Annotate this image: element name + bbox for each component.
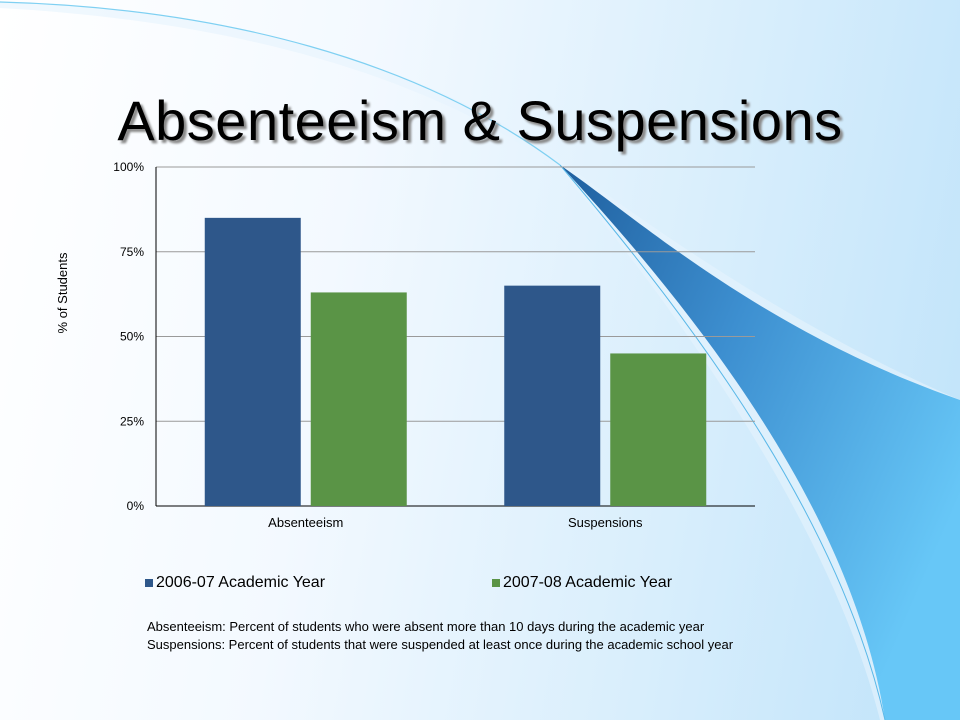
legend-label-series-0: 2006-07 Academic Year xyxy=(156,574,326,591)
x-tick-labels: Absenteeism Suspensions xyxy=(268,515,643,530)
note-suspensions: Suspensions: Percent of students that we… xyxy=(147,637,734,652)
x-tick-label-absenteeism: Absenteeism xyxy=(268,515,343,530)
y-tick-label: 75% xyxy=(120,245,144,259)
bar-absenteeism-series-0 xyxy=(204,217,301,506)
bar-absenteeism-series-1 xyxy=(310,292,407,506)
legend-item-series-1: 2007-08 Academic Year xyxy=(492,574,672,592)
y-tick-label: 0% xyxy=(127,499,145,513)
page-title: Absenteeism & Suspensions xyxy=(117,89,843,152)
note-absenteeism: Absenteeism: Percent of students who wer… xyxy=(147,619,705,634)
x-tick-label-suspensions: Suspensions xyxy=(568,515,643,530)
bar-suspensions-series-0 xyxy=(504,285,601,506)
y-tick-label: 50% xyxy=(120,330,144,344)
y-tick-label: 100% xyxy=(113,160,144,174)
bar-suspensions-series-1 xyxy=(610,353,707,506)
legend-label-series-1: 2007-08 Academic Year xyxy=(503,574,673,591)
legend-swatch-series-0 xyxy=(145,579,153,587)
y-tick-labels: 0% 25% 50% 75% 100% xyxy=(113,160,144,513)
y-tick-label: 25% xyxy=(120,414,144,428)
chart-notes: Absenteeism: Percent of students who wer… xyxy=(147,618,733,654)
legend-swatch-series-1 xyxy=(492,579,500,587)
blue-swoosh-shape xyxy=(560,165,960,720)
legend-item-series-0: 2006-07 Academic Year xyxy=(145,574,325,592)
chart-bars xyxy=(204,217,707,506)
y-axis-label: % of Students xyxy=(55,252,70,333)
